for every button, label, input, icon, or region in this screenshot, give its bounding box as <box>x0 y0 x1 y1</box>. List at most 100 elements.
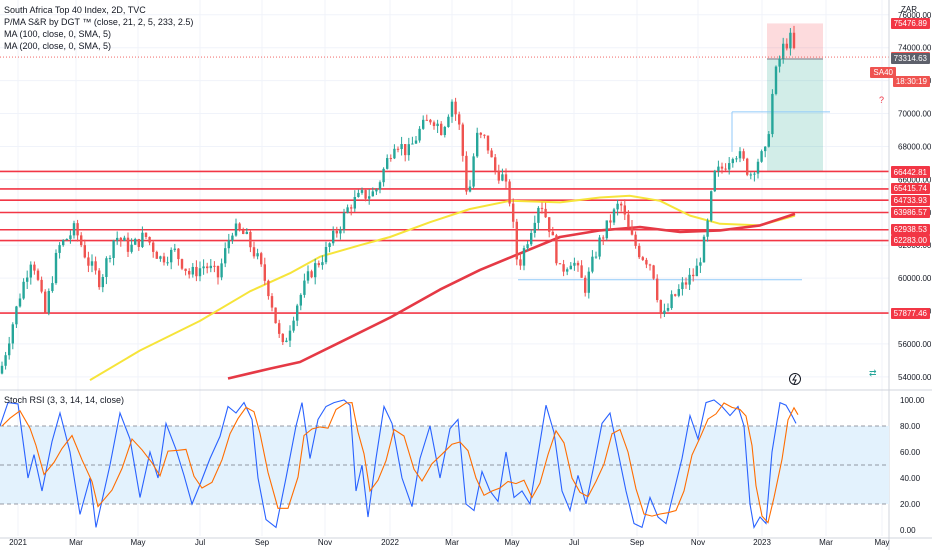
candle-body <box>216 266 220 278</box>
candle-body <box>591 256 594 272</box>
candle-body <box>447 116 450 127</box>
candle-body <box>281 333 284 343</box>
candle-body <box>580 265 583 278</box>
candle-body <box>22 281 25 299</box>
candle-body <box>18 298 22 307</box>
candle-body <box>785 43 788 49</box>
candle-body <box>425 119 428 121</box>
candle-body <box>299 294 302 306</box>
candle-body <box>310 271 313 278</box>
candle-body <box>620 203 623 206</box>
candle-body <box>735 158 738 160</box>
candle-body <box>87 257 90 266</box>
question-mark[interactable]: ? <box>879 95 885 105</box>
time-tick-label: Nov <box>691 538 705 547</box>
candle-body <box>134 239 137 245</box>
candle-body <box>702 236 706 263</box>
stoch-tick-label: 20.00 <box>900 500 921 509</box>
candle-body <box>285 340 288 343</box>
candle-body <box>630 227 634 235</box>
candle-body <box>292 320 295 331</box>
lightning-bolt-icon <box>792 374 797 385</box>
candle-body <box>681 282 684 290</box>
candle-body <box>126 237 130 252</box>
candle-body <box>749 174 752 176</box>
lightning-icon <box>789 373 801 385</box>
countdown-badge: 18:30:19 <box>892 76 930 87</box>
time-tick-label: 2021 <box>9 538 27 547</box>
candle-body <box>519 259 522 266</box>
candle-body <box>465 155 468 192</box>
candle-body <box>648 264 652 266</box>
price-tick-label: 68000.00 <box>898 142 932 151</box>
candle-body <box>303 280 306 295</box>
candle-body <box>605 220 608 239</box>
stoch-rsi-legend[interactable]: Stoch RSI (3, 3, 14, 14, close) <box>4 395 125 405</box>
candle-body <box>224 248 227 264</box>
candle-body <box>717 166 720 171</box>
level-price-badge: 66442.81 <box>890 166 930 178</box>
candle-body <box>33 264 36 271</box>
candle-body <box>8 343 11 356</box>
chart-title[interactable]: South Africa Top 40 Index, 2D, TVC <box>4 5 146 15</box>
candle-body <box>51 283 54 292</box>
candle-body <box>306 271 310 281</box>
candle-body <box>324 247 328 263</box>
candle-body <box>530 232 533 245</box>
candle-body <box>573 262 576 266</box>
candle-body <box>155 251 158 259</box>
candle-body <box>537 207 540 223</box>
candle-body <box>317 263 320 266</box>
candle-body <box>152 242 155 252</box>
candle-body <box>710 191 713 221</box>
price-tick-label: 60000.00 <box>898 274 932 283</box>
candle-body <box>141 232 144 247</box>
indicator-legend-ma100[interactable]: MA (100, close, 0, SMA, 5) <box>4 29 112 39</box>
candle-body <box>602 237 605 239</box>
candle-body <box>422 119 425 129</box>
candles-group <box>0 25 796 375</box>
candle-body <box>72 223 76 236</box>
candle-body <box>526 244 529 249</box>
candle-body <box>332 230 335 244</box>
candle-body <box>40 279 43 292</box>
candle-body <box>764 146 767 152</box>
candle-body <box>353 196 356 209</box>
indicator-legend-ma200[interactable]: MA (200, close, 0, SMA, 5) <box>4 41 112 51</box>
candle-body <box>724 168 727 170</box>
swap-icon: ⇄ <box>869 368 877 378</box>
candle-body <box>26 277 29 282</box>
candle-body <box>4 355 7 366</box>
level-price-badge: 64733.93 <box>890 194 930 206</box>
candle-body <box>249 231 252 248</box>
candle-body <box>15 306 18 325</box>
candle-body <box>173 248 176 250</box>
candle-body <box>692 274 695 277</box>
candle-body <box>44 291 47 313</box>
candle-body <box>227 240 230 249</box>
candle-body <box>342 212 346 230</box>
candle-body <box>328 243 331 248</box>
candle-body <box>130 244 133 252</box>
candle-body <box>378 182 382 190</box>
candle-body <box>252 247 256 257</box>
candle-body <box>213 265 216 267</box>
candle-body <box>411 143 414 145</box>
candle-body <box>695 265 698 277</box>
candle-body <box>778 58 781 67</box>
candle-body <box>494 157 497 171</box>
indicator-legend-pma[interactable]: P/MA S&R by DGT ™ (close, 21, 2, 5, 233,… <box>4 17 194 27</box>
candle-body <box>548 217 551 232</box>
candle-body <box>468 186 472 192</box>
candle-body <box>47 291 50 313</box>
candle-body <box>58 245 61 253</box>
time-tick-label: 2023 <box>753 538 771 547</box>
candle-body <box>170 249 173 263</box>
candle-body <box>364 190 367 199</box>
candle-body <box>256 253 259 257</box>
stoch-rsi-k-line <box>0 399 797 529</box>
candle-body <box>666 308 670 311</box>
candle-body <box>404 144 407 156</box>
time-tick-label: May <box>130 538 145 547</box>
candle-body <box>562 264 565 272</box>
